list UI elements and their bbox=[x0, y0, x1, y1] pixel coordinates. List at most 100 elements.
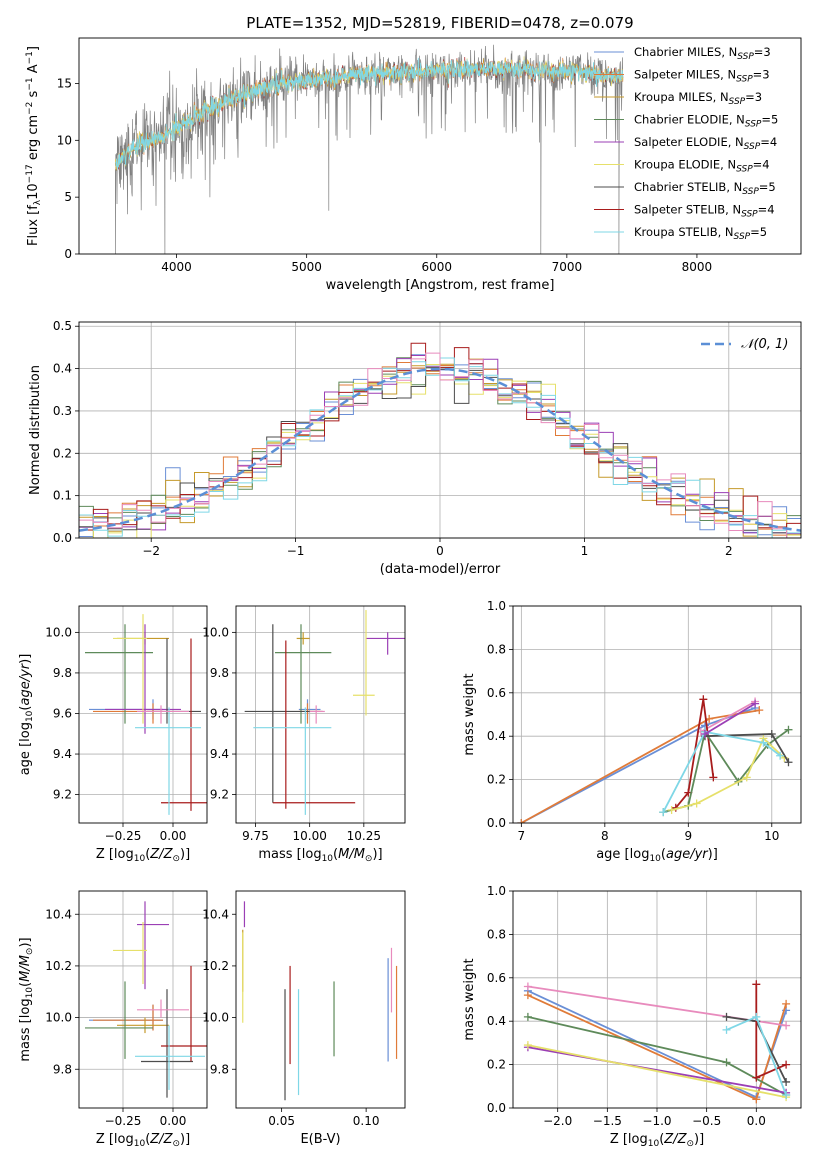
y-tick-label: 1.0 bbox=[487, 884, 506, 898]
plot-area-residuals bbox=[79, 342, 801, 538]
x-tick-label: 7 bbox=[518, 829, 526, 843]
plot-area-z-age bbox=[85, 614, 207, 815]
y-tick-label: 9.4 bbox=[53, 747, 72, 761]
weight-point bbox=[782, 1077, 791, 1086]
x-tick-label: 8 bbox=[601, 829, 609, 843]
weight-point bbox=[523, 982, 532, 991]
x-tick-label: 0 bbox=[436, 544, 444, 558]
plot-area-spectrum bbox=[115, 44, 624, 254]
y-tick-label: 0.8 bbox=[487, 927, 506, 941]
y-tick-label: 10.0 bbox=[45, 625, 72, 639]
x-tick-label: 9.75 bbox=[242, 829, 269, 843]
y-tick-label: 10.0 bbox=[45, 1011, 72, 1025]
legend-entry: Salpeter STELIB, NSSP=4 bbox=[634, 203, 775, 220]
panel-z-age: −0.25 0.00 9.2 9.4 9.6 9.8 10.0 Z [log10(Z/Z⊙)]… bbox=[18, 605, 208, 864]
x-tick-label: 0.0 bbox=[747, 1114, 766, 1128]
weight-point bbox=[782, 1090, 791, 1099]
weight-series-line bbox=[704, 702, 756, 735]
plot-area-z-mass bbox=[85, 901, 207, 1098]
x-tick-label: −1.5 bbox=[593, 1114, 622, 1128]
weight-point bbox=[722, 1025, 731, 1034]
weight-point bbox=[722, 1012, 731, 1021]
legend-entry: Chabrier MILES, NSSP=3 bbox=[634, 45, 771, 62]
panel-age-weight: 7 8 9 10 0.0 0.2 0.4 0.6 0.8 1.0 age [log10(age/yr… bbox=[462, 599, 802, 864]
y-tick-label: 9.2 bbox=[53, 788, 72, 802]
x-tick-label: 5000 bbox=[291, 260, 322, 274]
y-tick-label: 0.0 bbox=[487, 816, 506, 830]
y-tick-label: 10.0 bbox=[202, 625, 229, 639]
y-tick-label: 9.6 bbox=[210, 706, 229, 720]
y-tick-label: 0.2 bbox=[53, 446, 72, 460]
y-tick-label: 9.8 bbox=[53, 1062, 72, 1076]
y-tick-label: 0.2 bbox=[487, 773, 506, 787]
y-axis-label: Normed distribution bbox=[28, 365, 43, 495]
y-tick-label: 1.0 bbox=[487, 599, 506, 613]
y-tick-label: 9.4 bbox=[210, 747, 229, 761]
y-tick-label: 0.0 bbox=[487, 1101, 506, 1115]
y-tick-label: 9.8 bbox=[210, 1062, 229, 1076]
plot-area-z-weight bbox=[523, 980, 791, 1104]
weight-point bbox=[784, 725, 793, 734]
y-tick-label: 0.4 bbox=[487, 1014, 506, 1028]
weight-series-line bbox=[700, 700, 756, 733]
y-axis-label: mass [log10(M/M⊙)] bbox=[18, 937, 35, 1061]
weight-point bbox=[722, 1058, 731, 1067]
weight-series-line bbox=[527, 1044, 787, 1099]
y-tick-label: 10 bbox=[57, 133, 72, 147]
panel-z-weight: −2.0 −1.5 −1.0 −0.5 0.0 0.0 0.2 0.4 0.6 0.8 1.0 Z [… bbox=[462, 884, 802, 1149]
figure-title: PLATE=1352, MJD=52819, FIBERID=0478, z=0… bbox=[246, 14, 633, 32]
weight-point bbox=[782, 1060, 791, 1069]
y-tick-label: 10.4 bbox=[45, 907, 72, 921]
x-axis-label: Z [log10(Z/Z⊙)] bbox=[96, 1132, 190, 1149]
x-tick-label: 6000 bbox=[421, 260, 452, 274]
weight-point bbox=[782, 1021, 791, 1030]
x-axis-label: Z [log10(Z/Z⊙)] bbox=[610, 1132, 704, 1149]
weight-point bbox=[755, 706, 764, 715]
weight-point bbox=[776, 751, 785, 760]
gaussian-curve bbox=[79, 367, 801, 532]
x-axis-label: E(B-V) bbox=[300, 1132, 340, 1147]
weight-point bbox=[523, 1012, 532, 1021]
x-tick-label: 10.00 bbox=[292, 829, 326, 843]
y-axis-label: mass weight bbox=[462, 673, 477, 755]
y-axis-label: mass weight bbox=[462, 958, 477, 1040]
y-tick-label: 0.6 bbox=[487, 686, 506, 700]
panel-ebv-mass: 0.05 0.10 9.8 10.0 10.2 10.4 E(B-V) bbox=[202, 890, 406, 1147]
weight-point bbox=[767, 730, 776, 739]
y-axis-label: Flux [fλ10−17 erg cm−2 s−1 A−1] bbox=[25, 46, 43, 246]
y-tick-label: 9.8 bbox=[53, 666, 72, 680]
y-axis-label: age [log10(age/yr)] bbox=[18, 654, 35, 776]
weight-series-line bbox=[662, 730, 781, 813]
x-tick-label: 1 bbox=[581, 544, 589, 558]
axes-frame bbox=[235, 605, 406, 824]
x-tick-label: 9 bbox=[684, 829, 692, 843]
weight-point bbox=[751, 699, 760, 708]
x-tick-label: −2.0 bbox=[543, 1114, 572, 1128]
spectrum-data-line bbox=[115, 44, 624, 254]
weight-point bbox=[782, 999, 791, 1008]
x-tick-label: −0.25 bbox=[105, 829, 142, 843]
legend-entry: 𝒩(0, 1) bbox=[741, 337, 788, 352]
legend-entry: Chabrier STELIB, NSSP=5 bbox=[634, 180, 776, 197]
y-tick-label: 0.4 bbox=[487, 729, 506, 743]
legend-entry: Kroupa STELIB, NSSP=5 bbox=[634, 225, 767, 242]
weight-point bbox=[659, 808, 668, 817]
axes-frame bbox=[78, 37, 802, 255]
y-tick-label: 0.2 bbox=[487, 1058, 506, 1072]
weight-point bbox=[667, 805, 676, 814]
x-tick-label: 0.00 bbox=[160, 1114, 187, 1128]
weight-point bbox=[752, 1012, 761, 1021]
axes-frame bbox=[78, 890, 208, 1109]
axes-frame bbox=[512, 605, 802, 824]
weight-point bbox=[742, 773, 751, 782]
y-tick-label: 9.6 bbox=[53, 706, 72, 720]
weight-point bbox=[709, 773, 718, 782]
x-tick-label: 0.00 bbox=[160, 829, 187, 843]
legend-entry: Kroupa ELODIE, NSSP=4 bbox=[634, 158, 770, 175]
weight-point bbox=[523, 1041, 532, 1050]
y-tick-label: 10.0 bbox=[202, 1011, 229, 1025]
weight-point bbox=[701, 730, 709, 739]
legend-entry: Salpeter MILES, NSSP=3 bbox=[634, 68, 770, 85]
x-tick-label: −1 bbox=[287, 544, 305, 558]
